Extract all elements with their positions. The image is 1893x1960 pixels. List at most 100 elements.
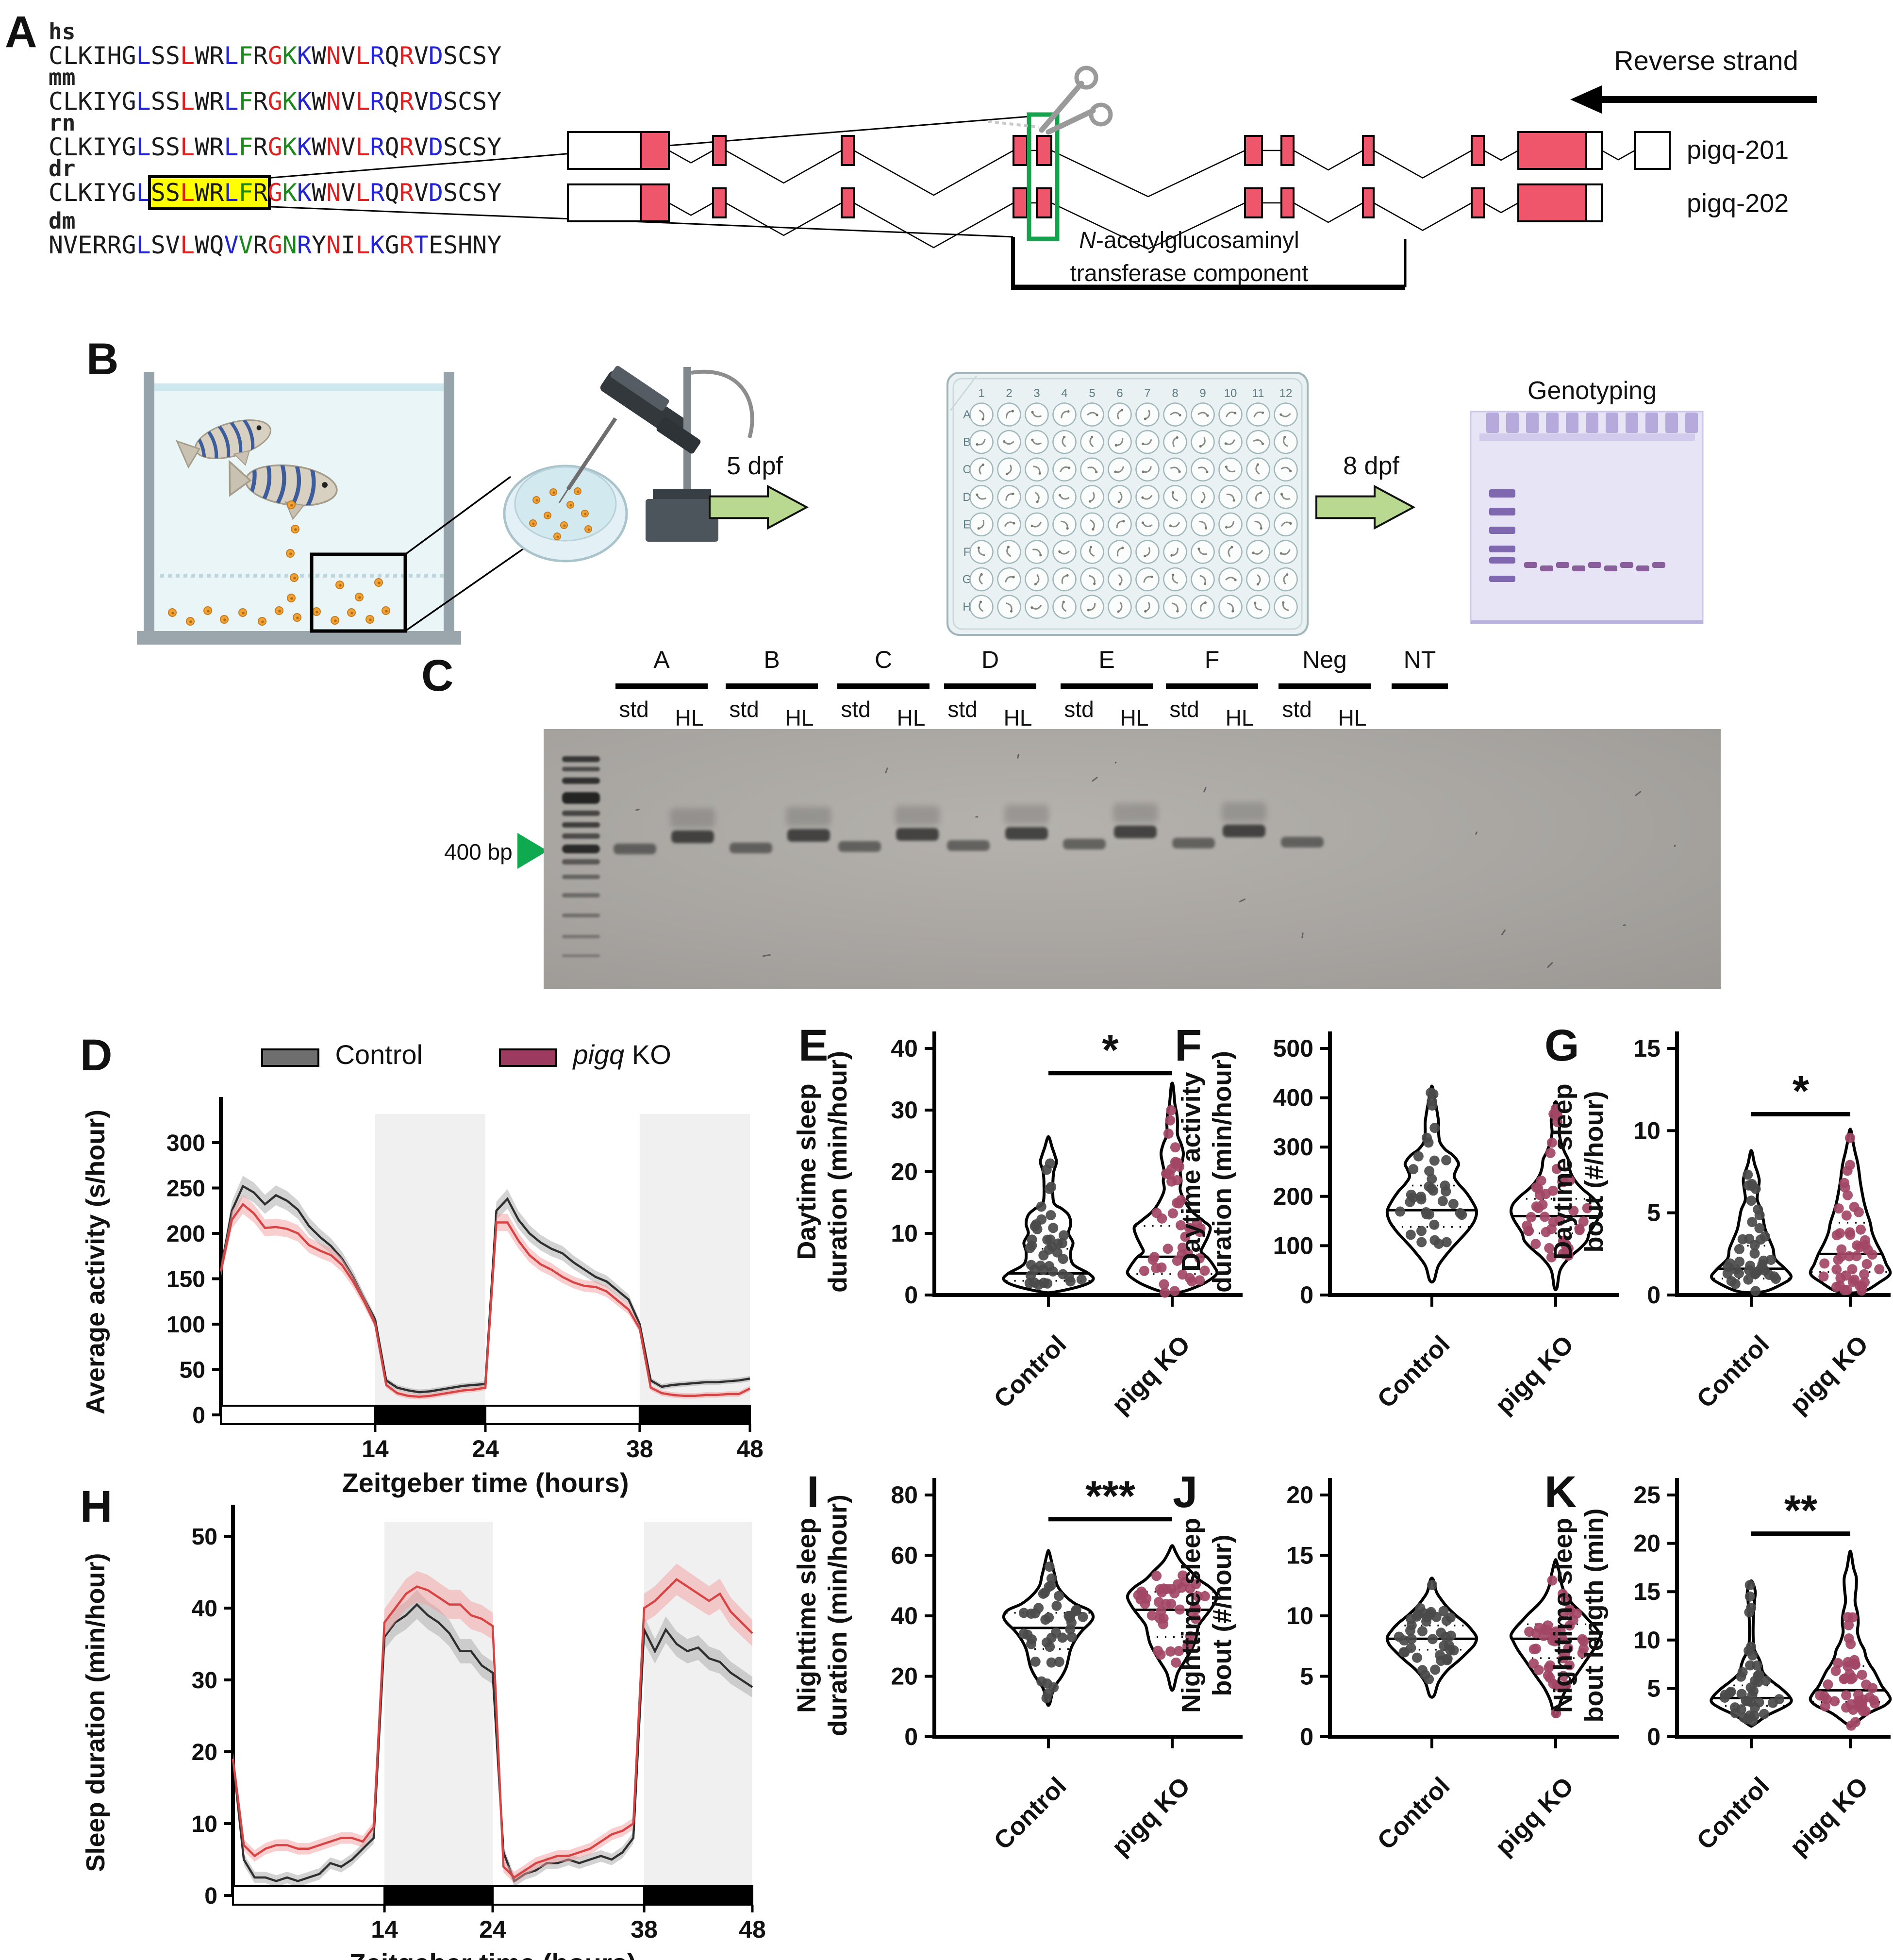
data-point (1046, 1181, 1057, 1192)
data-point (1405, 1229, 1416, 1240)
exon (841, 135, 855, 166)
panel-c-letter: C (421, 651, 454, 700)
gel-speck (763, 954, 771, 957)
plate-well (1052, 540, 1077, 564)
category-label-control: Control (1372, 1772, 1456, 1855)
svg-text:6: 6 (1116, 387, 1123, 400)
plate-well (1246, 457, 1270, 482)
violin-ko (1809, 1128, 1892, 1296)
violin-outline (1126, 1081, 1219, 1295)
data-point (1844, 1251, 1855, 1262)
data-point (1861, 1679, 1872, 1690)
gel-sub-label-std: std (619, 697, 649, 722)
data-point (1177, 1269, 1188, 1280)
ladder-band (562, 954, 600, 957)
plate-well (1052, 485, 1077, 509)
svg-text:11: 11 (1252, 387, 1264, 400)
data-point (1848, 1704, 1859, 1715)
ladder-band (562, 833, 600, 839)
gel-group-label-A: A (653, 646, 670, 673)
plate-well (1191, 402, 1215, 427)
data-point (1855, 1224, 1866, 1235)
exon (1013, 135, 1028, 166)
data-point (1439, 1641, 1449, 1651)
lightdark-dark (643, 1885, 754, 1906)
sequence-mm: CLKIYGLSSLWRLFRGKKWNVLRQRVDSCSY (49, 87, 502, 116)
data-point (1172, 1157, 1182, 1168)
data-point (1730, 1708, 1741, 1718)
exon (712, 135, 727, 166)
plate-well (1135, 457, 1160, 482)
violin-ko (1809, 1549, 1892, 1731)
ladder-band (562, 822, 600, 828)
data-point (1424, 1674, 1434, 1685)
data-point (1561, 1239, 1571, 1250)
gel-sub-label-std: std (729, 697, 759, 722)
svg-text:E: E (963, 518, 971, 531)
plate-well (1135, 430, 1160, 454)
data-point (1847, 1612, 1858, 1623)
exon-large (1517, 183, 1587, 222)
sample-band (1540, 565, 1553, 571)
data-point (1551, 1680, 1562, 1691)
plate-well (1218, 567, 1243, 592)
plate-well (1274, 402, 1298, 427)
svg-text:40: 40 (891, 1602, 918, 1629)
sample-band (1620, 562, 1633, 568)
transcript-pigq-202 (567, 183, 1603, 250)
data-point (1431, 1611, 1442, 1622)
svg-text:4: 4 (1061, 387, 1067, 400)
data-point (1744, 1645, 1754, 1656)
data-point (1171, 1657, 1181, 1668)
plate-well (1218, 485, 1243, 509)
data-point (1058, 1254, 1068, 1264)
plate-well (1052, 457, 1077, 482)
ladder-band (562, 859, 600, 864)
plate-well (1135, 595, 1160, 619)
data-point (1417, 1626, 1428, 1637)
data-point (1161, 1168, 1172, 1179)
svg-text:20: 20 (1286, 1481, 1313, 1509)
plate-well (1274, 457, 1298, 482)
legend-control-item: Control (261, 1039, 423, 1070)
data-point (1395, 1206, 1406, 1217)
gel-speck (1673, 844, 1676, 847)
violin-ko (1126, 1544, 1219, 1692)
data-point (1046, 1210, 1056, 1220)
lightdark-dark (374, 1405, 487, 1425)
data-point (1563, 1643, 1574, 1654)
plate-well (969, 512, 994, 537)
data-point (1153, 1645, 1163, 1656)
data-point (1417, 1665, 1428, 1676)
data-point (1531, 1201, 1542, 1212)
fish-tank (137, 372, 461, 645)
data-point (1413, 1609, 1424, 1620)
plate-well (1191, 512, 1215, 537)
svg-text:300: 300 (1273, 1133, 1313, 1161)
svg-text:C: C (963, 463, 971, 476)
data-point (1429, 1219, 1440, 1230)
plate-well (1108, 402, 1132, 427)
data-point (1194, 1253, 1205, 1263)
data-point (1157, 1587, 1167, 1598)
plate-well (997, 402, 1021, 427)
plate-well (997, 457, 1021, 482)
plate-well (1052, 512, 1077, 537)
data-point (1448, 1198, 1459, 1209)
gel-group-overbar (615, 683, 708, 689)
data-point (1850, 1717, 1860, 1727)
plate-well (1052, 595, 1077, 619)
svg-text:100: 100 (1273, 1232, 1313, 1259)
plate-well (1108, 567, 1132, 592)
plate-well (1274, 540, 1298, 564)
data-point (1528, 1644, 1539, 1655)
ladder-band (562, 914, 600, 917)
sample-band (730, 842, 772, 853)
data-point (1036, 1201, 1046, 1212)
data-point (1160, 1287, 1170, 1298)
sample-band (1604, 565, 1617, 571)
gel-group-label-D: D (981, 646, 999, 673)
data-point (1036, 1214, 1047, 1225)
axis-title-I: Nighttime sleep duration (min/hour) (792, 1495, 852, 1736)
